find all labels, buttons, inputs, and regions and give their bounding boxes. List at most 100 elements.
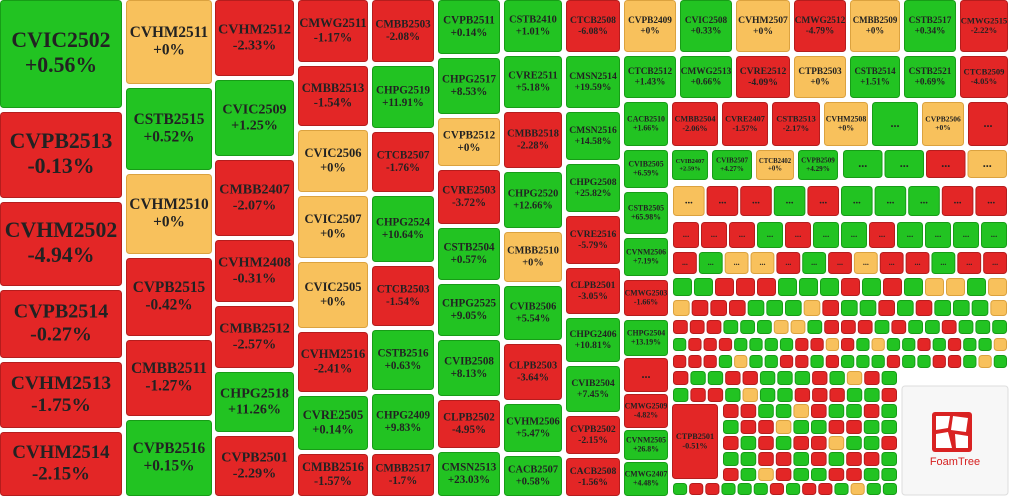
tile-name: CTCB2508 xyxy=(570,15,616,26)
tile xyxy=(624,394,668,428)
tile-change: +1.51% xyxy=(860,76,890,86)
tile xyxy=(690,371,706,385)
tile xyxy=(672,404,718,479)
tile-change: +0% xyxy=(866,25,885,35)
tile-label: ... xyxy=(685,195,693,206)
tile xyxy=(793,420,810,434)
tile-label: ... xyxy=(984,116,993,130)
tile xyxy=(624,358,668,392)
tile-name: CVIC2507 xyxy=(305,212,362,226)
tile-name: CVHM2512 xyxy=(218,21,291,37)
tile-change: +4.27% xyxy=(720,165,744,173)
tile-name: CVPB2501 xyxy=(221,449,288,465)
tile-name: CMWG2512 xyxy=(795,16,846,26)
tile-name: CMWG2503 xyxy=(625,288,668,297)
tile xyxy=(957,252,982,274)
tile xyxy=(822,300,839,316)
tile-name: CMBB2504 xyxy=(674,114,715,123)
tile xyxy=(828,468,845,481)
tile xyxy=(566,318,620,362)
tile xyxy=(298,332,368,392)
tile xyxy=(718,338,733,351)
tile-change: -1.57% xyxy=(732,124,757,133)
tile xyxy=(734,355,748,368)
tile xyxy=(740,452,757,466)
tile-name: CSTB2517 xyxy=(909,16,952,26)
tile xyxy=(624,102,668,146)
tile-name: CMSN2516 xyxy=(569,125,617,136)
tile-name: CVIC2508 xyxy=(685,16,728,26)
tile xyxy=(841,338,855,351)
tile-change: -3.72% xyxy=(452,197,486,209)
tile-name: CVPB2506 xyxy=(925,115,961,124)
tile xyxy=(438,400,500,448)
tile-name: CHPG2525 xyxy=(442,297,497,309)
tile xyxy=(688,355,702,368)
tile xyxy=(504,56,562,108)
tile-change: +0.33% xyxy=(691,27,722,37)
tile xyxy=(750,252,775,274)
tile-change: +1.01% xyxy=(516,27,550,38)
tile-label: ... xyxy=(920,195,928,206)
tile xyxy=(882,483,897,495)
tile-change: +10.81% xyxy=(575,340,612,351)
tile xyxy=(925,320,940,334)
tile xyxy=(856,338,870,351)
tile-name: CSTB2410 xyxy=(509,15,557,26)
tile xyxy=(438,284,500,336)
tile xyxy=(862,278,881,296)
tile-name: CVHM2510 xyxy=(129,196,209,213)
tile xyxy=(766,300,783,316)
tile xyxy=(990,300,1007,316)
tile xyxy=(988,278,1007,296)
tile-name: CMBB2510 xyxy=(507,246,559,257)
tile xyxy=(853,252,878,274)
tile xyxy=(850,483,865,495)
tile xyxy=(673,320,688,334)
tile-change: +0% xyxy=(320,294,346,308)
tile-name: CMBB2509 xyxy=(853,15,898,25)
tile-name: CMWG2513 xyxy=(681,67,732,77)
tile-name: CHPG2409 xyxy=(376,409,431,421)
tile xyxy=(856,355,870,368)
tile-name: CVRE2505 xyxy=(303,408,363,422)
tile-change: +11.26% xyxy=(228,402,281,418)
tile xyxy=(740,468,757,481)
tile-name: CVPB2512 xyxy=(443,129,496,141)
tile-name: CTCB2509 xyxy=(964,66,1005,76)
tile xyxy=(871,355,885,368)
tile-name: CVIB2508 xyxy=(444,355,494,367)
tile xyxy=(846,420,862,434)
tile-name: CTCB2512 xyxy=(628,67,673,77)
tile xyxy=(736,0,790,52)
tile xyxy=(902,338,916,351)
tile-label: ... xyxy=(889,258,895,267)
tile-name: CVPB2502 xyxy=(570,424,616,435)
tile-name: CLPB2502 xyxy=(443,411,495,423)
tile xyxy=(438,228,500,280)
tile-change: -1.54% xyxy=(314,95,353,109)
tile xyxy=(566,164,620,212)
tile-change: -0.27% xyxy=(30,324,92,346)
tile xyxy=(829,388,845,402)
tile-name: CMBB2407 xyxy=(219,181,289,197)
tile xyxy=(947,338,962,351)
tile xyxy=(691,300,709,316)
tile-change: +19.59% xyxy=(575,82,612,93)
tile xyxy=(673,483,688,495)
tile xyxy=(624,56,676,98)
tile xyxy=(372,132,434,192)
tile xyxy=(688,338,702,351)
tile xyxy=(566,56,620,108)
tile xyxy=(886,338,901,351)
tile xyxy=(698,252,723,274)
tile-label: ... xyxy=(683,229,690,239)
tile-change: -2.28% xyxy=(517,141,549,152)
tile-label: ... xyxy=(983,156,992,170)
tile-change: +9.05% xyxy=(451,310,488,322)
tile xyxy=(793,452,810,466)
tile xyxy=(904,56,956,98)
tile xyxy=(828,252,852,274)
tile-name: CTCB2402 xyxy=(759,158,792,165)
tile xyxy=(758,420,774,434)
